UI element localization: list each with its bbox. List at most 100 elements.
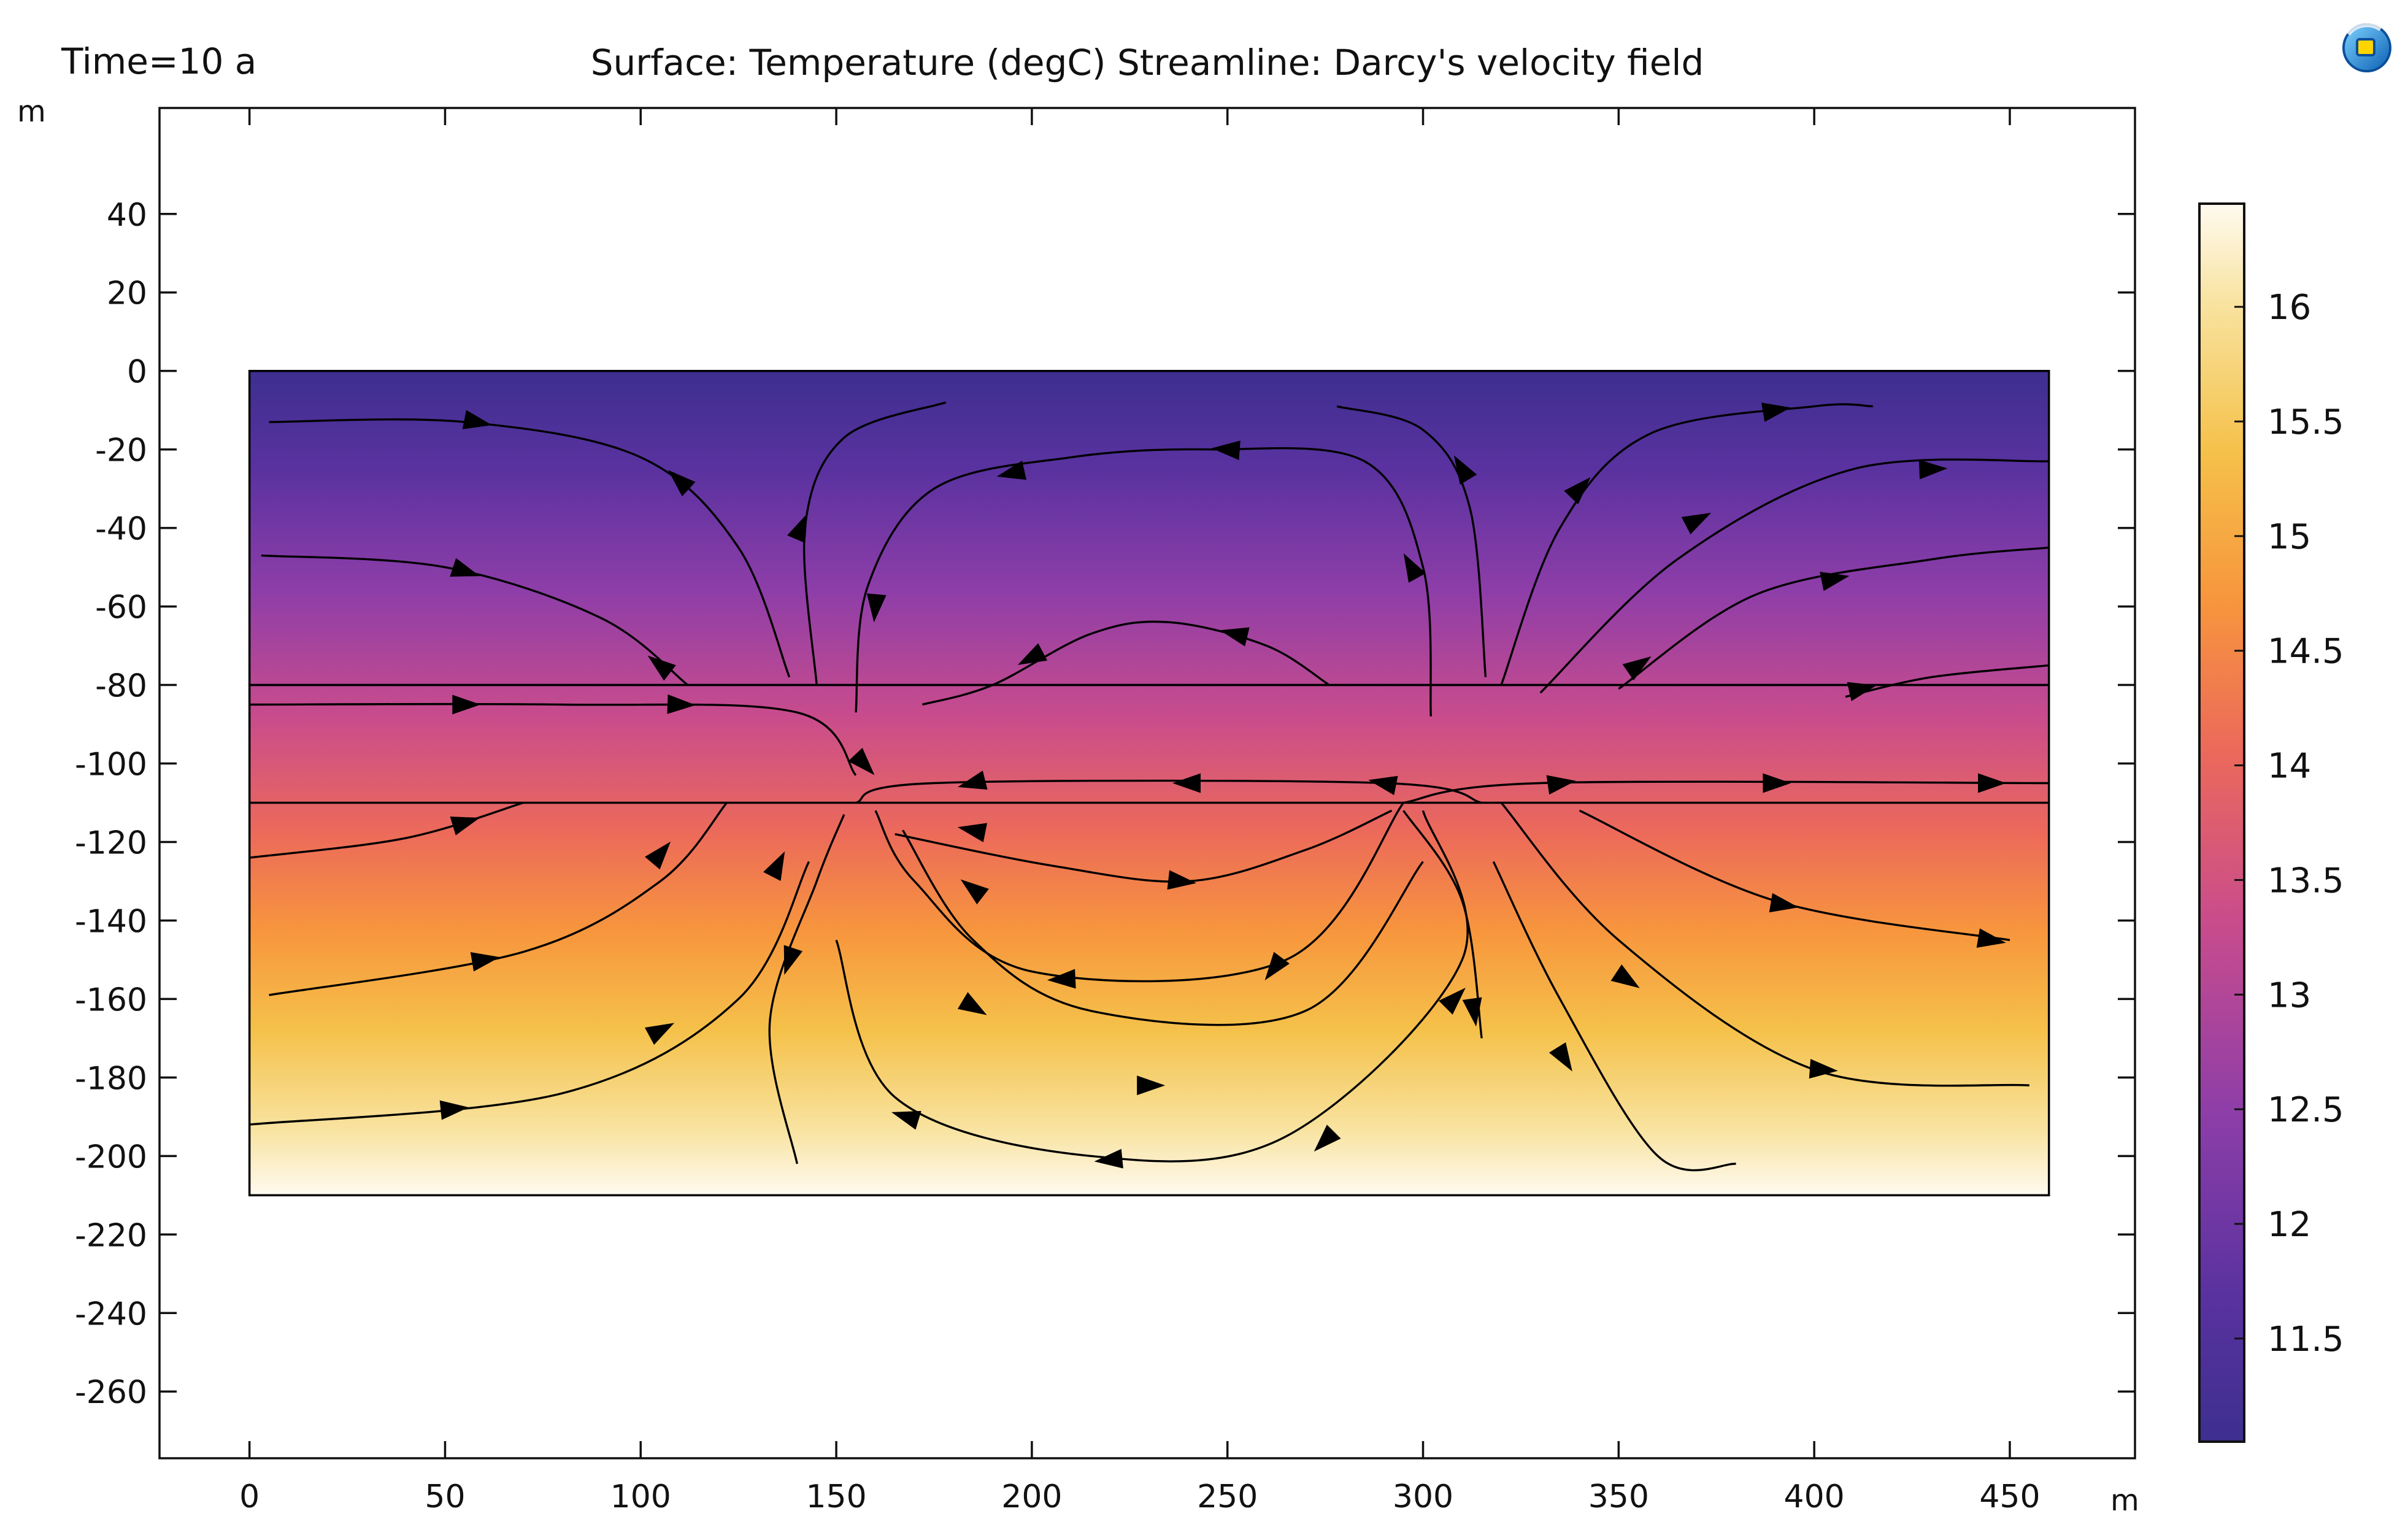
streamlines <box>249 401 2049 1172</box>
streamline-arrow <box>450 558 480 577</box>
colorbar-tick-label: 11.5 <box>2268 1320 2344 1359</box>
streamline-arrow <box>1978 773 2007 793</box>
streamline <box>269 802 728 996</box>
x-tick-label: 200 <box>1001 1478 1062 1515</box>
streamline-arrow <box>1047 969 1076 989</box>
layer-boundaries <box>249 683 2049 804</box>
x-tick-label: 100 <box>610 1478 671 1515</box>
x-tick-label: 350 <box>1588 1478 1649 1515</box>
streamline-arrow <box>1546 775 1576 795</box>
streamline-arrow <box>1622 656 1652 681</box>
y-tick-label: -20 <box>95 433 147 469</box>
plot-frame <box>158 107 2136 1459</box>
streamline-arrow <box>1211 440 1241 461</box>
streamline <box>269 418 791 678</box>
streamline-arrow <box>1264 952 1290 981</box>
y-axis-ticks: 40 20 0 -20 -40 -60 -80 -100 -120 -140 -160 -180 -20… <box>75 197 2135 1411</box>
y-tick-label: -120 <box>75 825 147 861</box>
streamline <box>1500 802 2029 1087</box>
colorbar-tick-label: 12.5 <box>2268 1090 2344 1130</box>
streamline-arrow <box>1610 964 1640 988</box>
colorbar-tick-label: 12 <box>2268 1205 2311 1245</box>
colorbar-tick-label: 15.5 <box>2268 402 2344 442</box>
colorbar <box>2198 202 2245 1443</box>
temperature-surface <box>248 369 2050 1197</box>
streamline-arrow <box>439 1100 469 1120</box>
streamline-arrow <box>1564 477 1591 505</box>
streamline-arrow <box>1976 928 2006 948</box>
y-tick-label: 20 <box>107 275 147 312</box>
axes <box>158 107 2136 1459</box>
streamline-arrow <box>645 841 671 870</box>
colorbar-tick-label: 16 <box>2268 288 2311 328</box>
streamline <box>902 829 1424 1026</box>
time-label: Time=10 a <box>61 40 256 82</box>
streamline-arrow <box>957 823 988 842</box>
streamline-arrow <box>1439 987 1466 1015</box>
colorbar-tick-label: 14.5 <box>2268 632 2344 672</box>
streamline <box>1500 403 1873 686</box>
streamline-arrow <box>1368 775 1398 796</box>
streamline-arrow <box>667 694 696 714</box>
y-tick-label: -60 <box>95 590 147 626</box>
streamline-arrow <box>1167 870 1197 890</box>
streamline-arrow <box>1453 455 1477 485</box>
y-tick-label: -240 <box>75 1296 147 1332</box>
streamline-arrow <box>866 593 887 623</box>
streamline-arrow <box>1847 682 1877 701</box>
colorbar-tick-label: 15 <box>2268 517 2311 557</box>
streamline <box>249 702 857 776</box>
streamline-arrow <box>1761 402 1791 422</box>
streamline-arrow <box>996 460 1027 480</box>
streamline-arrow <box>647 655 676 681</box>
y-tick-label: -200 <box>75 1139 147 1175</box>
streamline-arrow <box>891 1110 921 1130</box>
y-tick-label: -80 <box>95 668 147 705</box>
x-tick-label: 300 <box>1393 1478 1453 1515</box>
streamline-arrow <box>783 945 803 975</box>
streamline <box>855 779 1482 804</box>
streamline-arrow <box>1094 1148 1123 1169</box>
colorbar-tick-label: 13 <box>2268 975 2311 1015</box>
streamline-arrow <box>763 851 785 881</box>
y-tick-label: -180 <box>75 1060 147 1097</box>
streamline <box>835 810 1469 1163</box>
streamline-arrow <box>957 992 987 1015</box>
x-tick-label: 450 <box>1979 1478 2040 1515</box>
streamline-arrow <box>787 513 808 544</box>
streamline-arrow <box>960 879 989 905</box>
streamline <box>1492 861 1736 1172</box>
streamline-arrow <box>667 470 696 497</box>
y-axis-unit: m <box>17 94 46 129</box>
colorbar-tick-label: 13.5 <box>2268 861 2344 901</box>
x-tick-label: 50 <box>425 1478 465 1515</box>
streamline-arrow <box>470 952 500 972</box>
streamline <box>1403 780 2049 804</box>
streamline-arrow <box>1137 1075 1166 1096</box>
streamline-arrow <box>1462 997 1482 1027</box>
x-axis-unit: m <box>2110 1483 2139 1518</box>
y-tick-label: -40 <box>95 511 147 548</box>
streamline-arrow <box>1172 773 1201 793</box>
x-axis-ticks: 0 50 100 150 200 250 300 350 400 450 <box>239 108 2041 1515</box>
streamline <box>874 802 1404 983</box>
x-tick-label: 400 <box>1784 1478 1845 1515</box>
streamline-arrow <box>1017 643 1048 665</box>
streamline <box>921 620 1330 706</box>
streamline-arrow <box>1763 773 1791 793</box>
y-tick-label: -100 <box>75 747 147 783</box>
streamline <box>768 814 845 1164</box>
streamline-arrow <box>1809 1059 1838 1079</box>
streamline-arrow <box>452 694 481 715</box>
streamline-arrow <box>1403 553 1426 583</box>
streamline-arrow <box>958 771 988 790</box>
streamline-arrow <box>450 816 480 836</box>
streamline-arrow <box>848 747 875 775</box>
colorbar-ticks: 16 15.5 15 14.5 14 13.5 13 12.5 12 11.5 <box>2234 288 2344 1359</box>
y-tick-label: -140 <box>75 903 147 940</box>
streamline-arrow <box>462 410 492 429</box>
streamline <box>855 447 1432 717</box>
x-tick-label: 250 <box>1197 1478 1258 1515</box>
streamline-arrow <box>1918 459 1948 480</box>
streamline-arrow <box>1314 1125 1341 1152</box>
